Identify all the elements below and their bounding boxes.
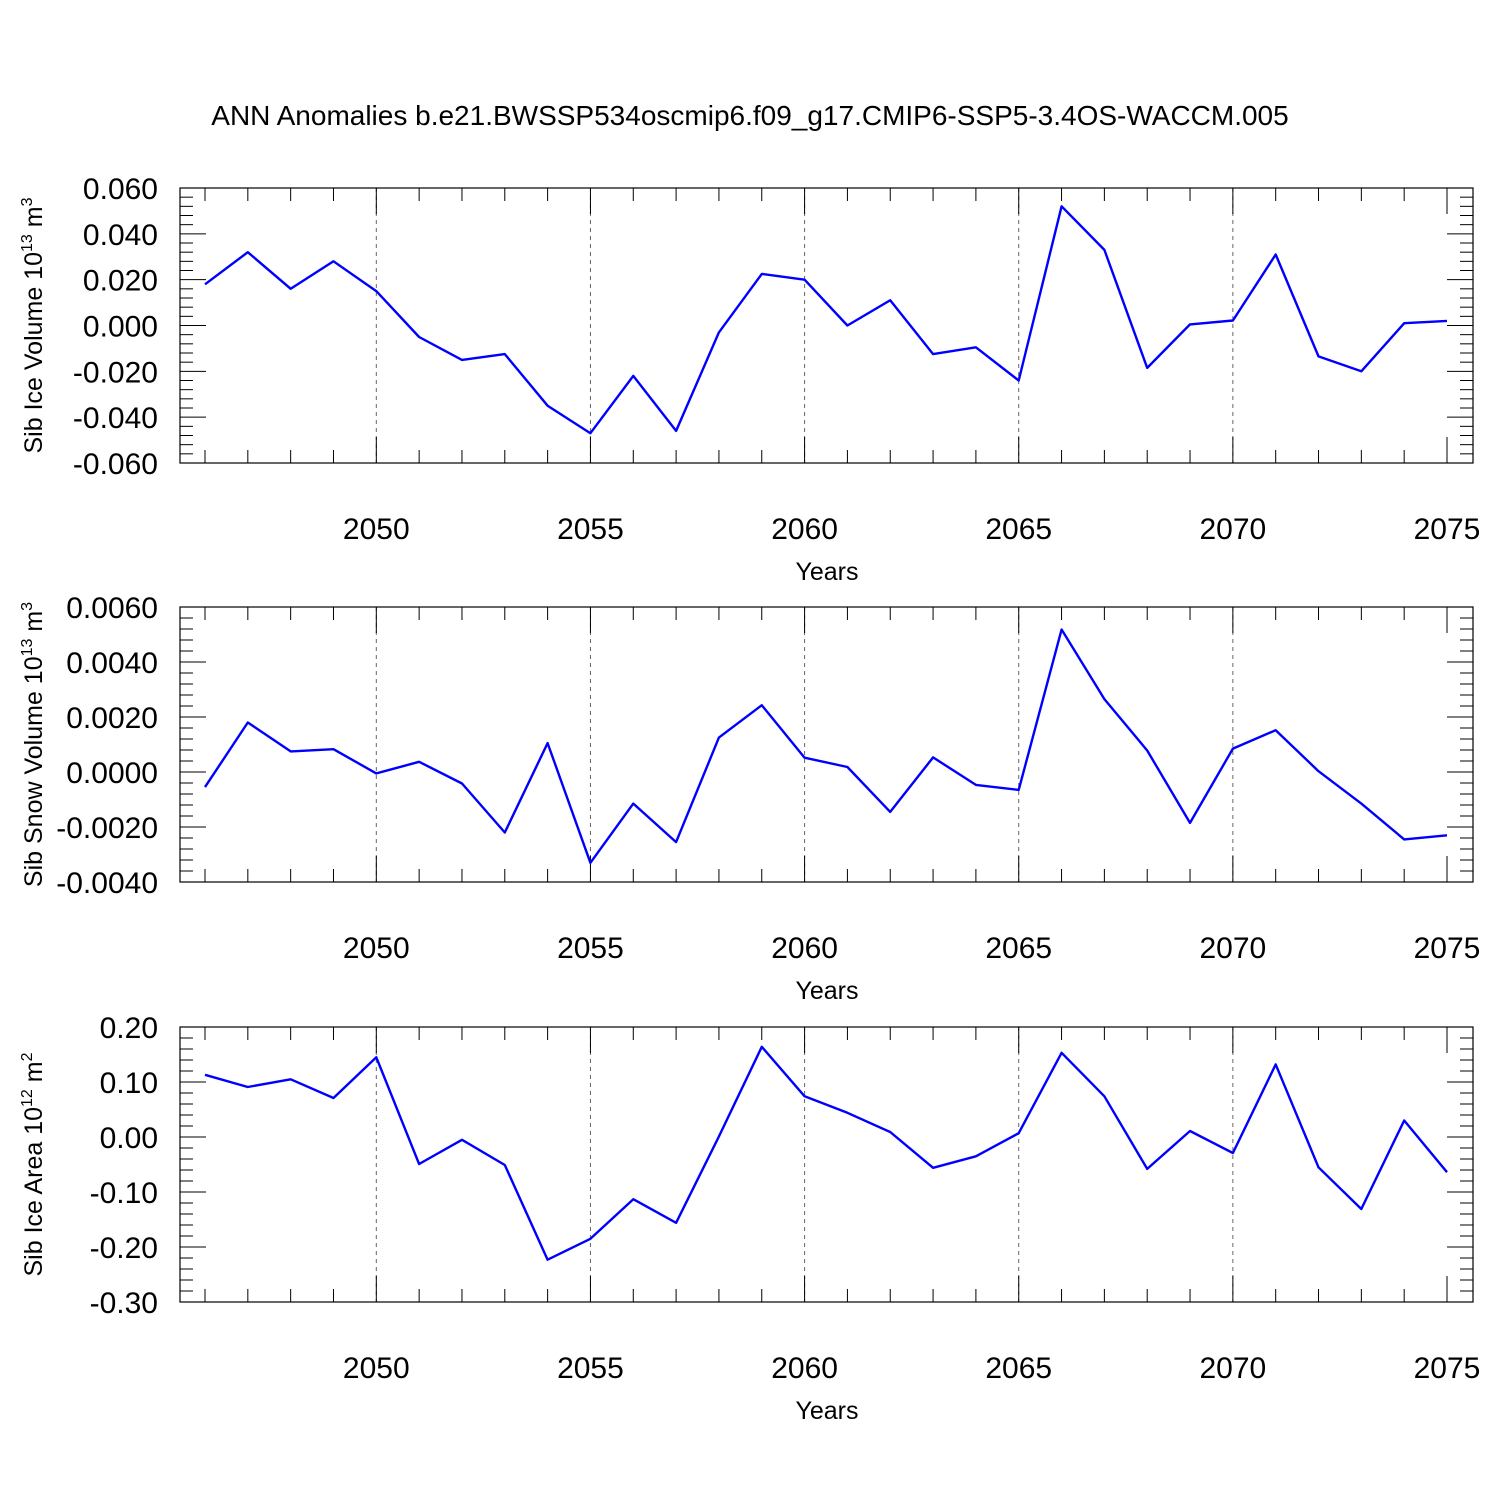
y-tick-label: 0.000 bbox=[83, 311, 158, 344]
x-tick-label: 2070 bbox=[1199, 1352, 1266, 1385]
y-tick-label: 0.00 bbox=[100, 1122, 158, 1155]
x-tick-label: 2060 bbox=[771, 932, 838, 965]
y-tick-label: -0.020 bbox=[73, 356, 158, 389]
panel-1: -0.060 -0.040 -0.020 0.000 0.020 0.040 0.060 20… bbox=[19, 173, 1480, 586]
y-axis-title: Sib Ice Volume 1013 m3 bbox=[19, 197, 48, 453]
plot-frame bbox=[179, 187, 1474, 464]
x-tick-label: 2060 bbox=[771, 513, 838, 546]
y-tick-label: 0.040 bbox=[83, 219, 158, 252]
y-tick-label: 0.0000 bbox=[66, 757, 158, 790]
series-line bbox=[204, 1045, 1448, 1261]
x-tick-label: 2050 bbox=[343, 513, 410, 546]
panel-2: -0.0040 -0.0020 0.0000 0.0020 0.0040 0.0060 20… bbox=[19, 592, 1480, 1005]
x-tick-label: 2050 bbox=[343, 1352, 410, 1385]
chart-title: ANN Anomalies b.e21.BWSSP534oscmip6.f09_… bbox=[211, 100, 1288, 131]
series-line bbox=[204, 205, 1448, 435]
x-tick-label: 2060 bbox=[771, 1352, 838, 1385]
x-tick-label: 2050 bbox=[343, 932, 410, 965]
x-tick-label: 2065 bbox=[985, 513, 1052, 546]
y-tick-label: -0.20 bbox=[90, 1232, 158, 1265]
x-axis-title: Years bbox=[795, 1397, 858, 1425]
y-tick-label: 0.060 bbox=[83, 173, 158, 206]
y-tick-label: 0.10 bbox=[100, 1067, 158, 1100]
plot-frame bbox=[179, 1026, 1474, 1303]
y-tick-label: 0.020 bbox=[83, 265, 158, 298]
y-axis-title: Sib Snow Volume 1013 m3 bbox=[19, 602, 48, 887]
x-tick-label: 2070 bbox=[1199, 513, 1266, 546]
y-tick-label: 0.0020 bbox=[66, 702, 158, 735]
x-tick-label: 2075 bbox=[1414, 1352, 1481, 1385]
plot-frame bbox=[179, 606, 1474, 883]
x-tick-label: 2065 bbox=[985, 932, 1052, 965]
y-tick-label: 0.0040 bbox=[66, 647, 158, 680]
x-tick-label: 2075 bbox=[1414, 932, 1481, 965]
x-tick-label: 2055 bbox=[557, 932, 624, 965]
x-tick-label: 2055 bbox=[557, 1352, 624, 1385]
y-tick-label: -0.30 bbox=[90, 1287, 158, 1320]
x-tick-label: 2070 bbox=[1199, 932, 1266, 965]
y-tick-label: 0.20 bbox=[100, 1012, 158, 1045]
y-tick-label: 0.0060 bbox=[66, 592, 158, 625]
y-tick-label: -0.040 bbox=[73, 402, 158, 435]
y-tick-label: -0.060 bbox=[73, 448, 158, 481]
x-tick-label: 2065 bbox=[985, 1352, 1052, 1385]
y-tick-label: -0.0020 bbox=[56, 812, 158, 845]
x-axis-title: Years bbox=[795, 558, 858, 586]
x-tick-label: 2075 bbox=[1414, 513, 1481, 546]
panels: -0.060 -0.040 -0.020 0.000 0.020 0.040 0.060 20… bbox=[19, 173, 1480, 1425]
panel-3: -0.30 -0.20 -0.10 0.00 0.10 0.20 2050 2055 2060 2… bbox=[19, 1012, 1480, 1425]
y-axis-title: Sib Ice Area 1012 m2 bbox=[19, 1052, 48, 1276]
series-line bbox=[203, 628, 1448, 864]
y-tick-label: -0.10 bbox=[90, 1177, 158, 1210]
y-tick-label: -0.0040 bbox=[56, 867, 158, 900]
x-axis-title: Years bbox=[795, 977, 858, 1005]
x-tick-label: 2055 bbox=[557, 513, 624, 546]
